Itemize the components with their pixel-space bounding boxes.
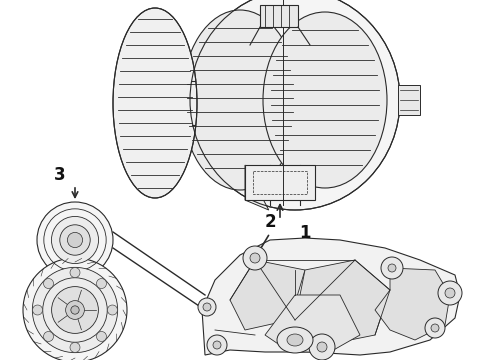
Circle shape <box>309 334 335 360</box>
Polygon shape <box>245 165 269 210</box>
Circle shape <box>97 332 106 342</box>
Circle shape <box>37 202 113 278</box>
Circle shape <box>51 287 98 333</box>
Circle shape <box>381 257 403 279</box>
Circle shape <box>44 332 53 342</box>
Bar <box>398 85 420 115</box>
Circle shape <box>97 279 106 288</box>
Circle shape <box>438 281 462 305</box>
Text: 1: 1 <box>299 224 311 242</box>
Circle shape <box>445 288 455 298</box>
Polygon shape <box>375 268 450 340</box>
Circle shape <box>425 318 445 338</box>
Bar <box>253 171 307 194</box>
Circle shape <box>203 303 211 311</box>
Circle shape <box>44 279 53 288</box>
Circle shape <box>32 267 118 353</box>
Circle shape <box>431 324 439 332</box>
Text: 3: 3 <box>54 166 66 184</box>
Ellipse shape <box>190 0 400 210</box>
Circle shape <box>250 253 260 263</box>
Circle shape <box>51 216 98 264</box>
Circle shape <box>66 301 84 319</box>
Ellipse shape <box>113 8 197 198</box>
Circle shape <box>32 305 43 315</box>
Polygon shape <box>265 295 360 352</box>
Polygon shape <box>202 238 460 355</box>
Circle shape <box>60 225 90 255</box>
Circle shape <box>207 335 227 355</box>
Ellipse shape <box>277 327 313 353</box>
Circle shape <box>198 298 216 316</box>
Polygon shape <box>295 260 390 345</box>
Polygon shape <box>230 260 305 330</box>
Ellipse shape <box>182 10 298 190</box>
Circle shape <box>388 264 396 272</box>
Circle shape <box>213 341 221 349</box>
Circle shape <box>23 258 127 360</box>
Ellipse shape <box>263 12 387 188</box>
Text: 2: 2 <box>264 213 276 231</box>
Circle shape <box>243 246 267 270</box>
Circle shape <box>317 342 327 352</box>
Circle shape <box>70 267 80 278</box>
Circle shape <box>71 306 79 314</box>
Circle shape <box>68 233 83 248</box>
Bar <box>260 5 298 27</box>
Circle shape <box>107 305 118 315</box>
Bar <box>245 165 315 200</box>
Ellipse shape <box>287 334 303 346</box>
Circle shape <box>70 342 80 352</box>
